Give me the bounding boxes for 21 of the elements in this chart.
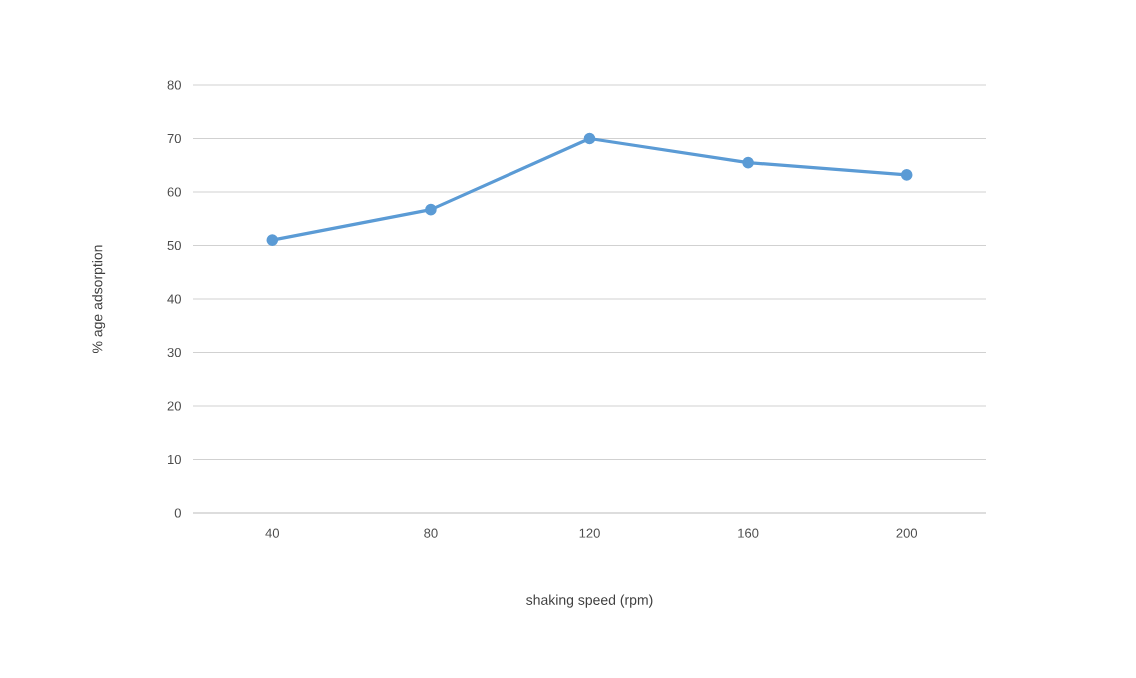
y-tick-label: 60 xyxy=(167,187,181,197)
point xyxy=(425,203,437,216)
point xyxy=(266,234,279,246)
y-tick-label: 0 xyxy=(174,508,181,518)
point xyxy=(742,156,754,169)
y-axis-title: % age adsorption xyxy=(92,245,106,353)
point xyxy=(583,132,596,145)
point xyxy=(900,169,913,181)
y-tick-label: 20 xyxy=(167,401,181,411)
x-tick-label: 120 xyxy=(579,528,600,538)
y-tick-label: 80 xyxy=(167,80,181,90)
y-tick-label: 10 xyxy=(168,454,181,465)
y-tick-label: 70 xyxy=(167,133,181,144)
y-tick-label: 50 xyxy=(167,240,181,251)
y-tick-label: 30 xyxy=(167,347,181,358)
x-tick-label: 80 xyxy=(424,528,438,538)
x-tick-label: 200 xyxy=(896,528,918,538)
x-axis-title: shaking speed (rpm) xyxy=(526,594,653,608)
y-tick-label: 40 xyxy=(167,294,181,304)
x-tick-label: 160 xyxy=(738,528,759,538)
x-tick-label: 40 xyxy=(265,528,280,538)
